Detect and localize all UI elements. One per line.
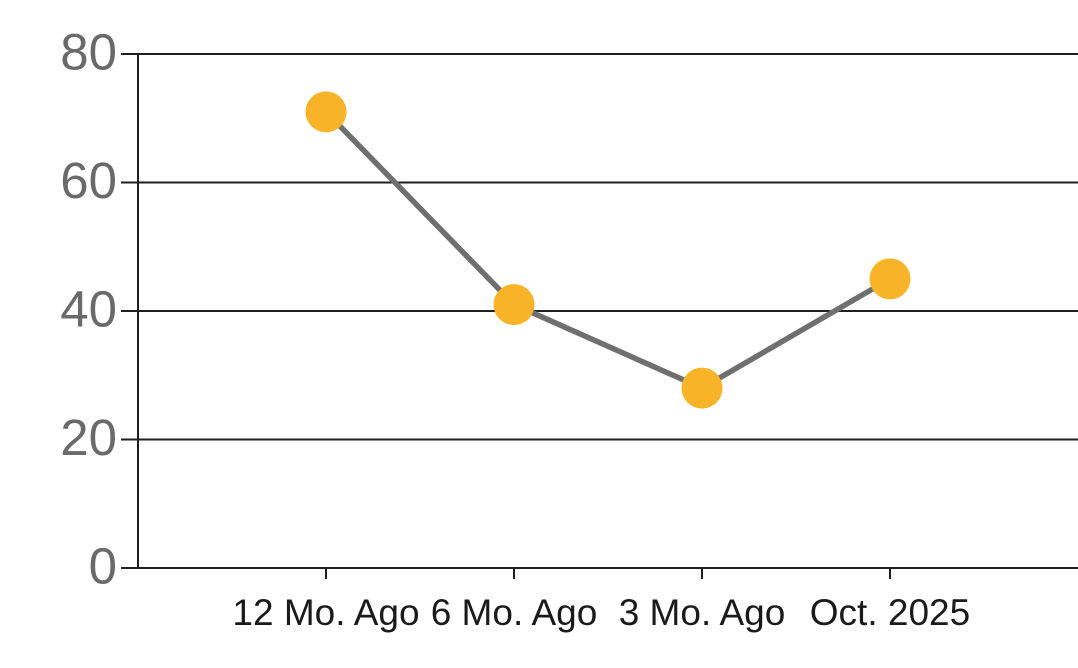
trend-line — [323, 109, 893, 391]
x-axis-tick-label: 6 Mo. Ago — [431, 592, 598, 633]
data-point — [681, 367, 723, 409]
data-point — [869, 258, 911, 300]
y-axis-tick-label: 0 — [89, 538, 117, 595]
y-axis-tick-label: 60 — [60, 152, 117, 209]
data-point — [305, 91, 347, 133]
y-axis-tick-label: 40 — [60, 281, 117, 338]
x-axis-tick-label: Oct. 2025 — [810, 592, 970, 633]
data-point — [493, 284, 535, 326]
x-axis-tick-label: 3 Mo. Ago — [619, 592, 786, 633]
y-axis-tick-label: 80 — [60, 24, 117, 81]
x-axis-tick-label: 12 Mo. Ago — [232, 592, 419, 633]
y-axis-tick-label: 20 — [60, 409, 117, 466]
